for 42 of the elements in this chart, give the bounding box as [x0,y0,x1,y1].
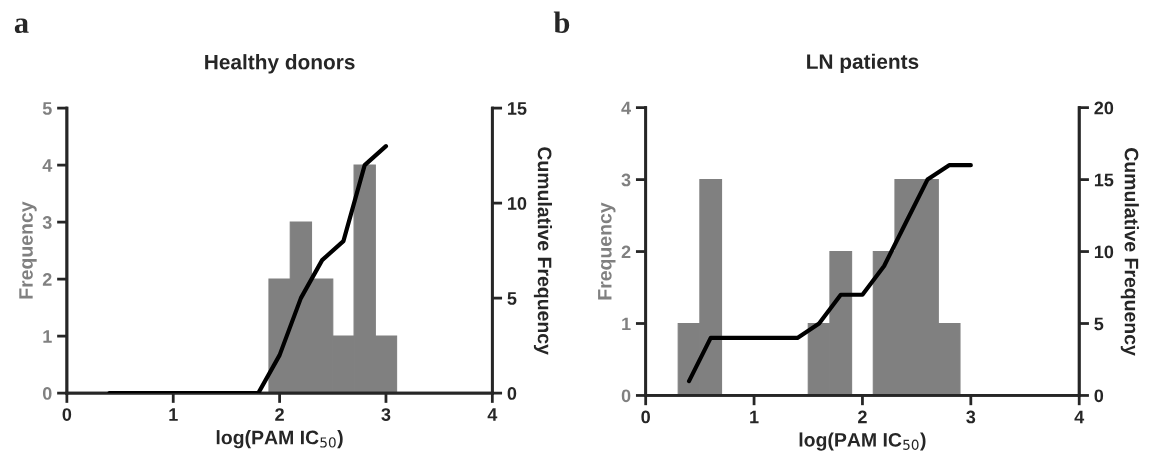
line-series [686,163,973,384]
y2-tick-label: 0 [507,387,517,400]
y-axis-title: Frequency [598,202,616,300]
y2-tick-label: 5 [1094,317,1104,331]
y-tick-label: 1 [622,317,631,331]
y-tick-label: 0 [42,387,52,400]
y2-tick-label: 0 [1094,389,1104,403]
y-tick-label: 1 [43,330,52,343]
x-tick-label: 2 [275,408,284,421]
y-tick-label: 4 [42,159,53,172]
y-tick-label: 3 [42,216,52,229]
y-tick-label: 0 [621,389,631,403]
x-tick-label: 4 [1074,410,1085,424]
y2-tick-label: 5 [507,292,517,305]
x-tick-label: 2 [858,410,867,424]
x-axis-title: log(PAM IC$_{50}$) [216,430,343,449]
y2-tick-label: 15 [508,102,527,115]
line-series [107,144,389,394]
x-tick-label: 0 [62,408,72,421]
x-tick-label: 3 [966,410,976,424]
x-tick-label: 0 [641,410,650,424]
y2-tick-label: 10 [1094,245,1114,259]
y2-tick-label: 15 [1094,173,1114,187]
chart-title: Healthy donors [205,54,355,74]
chart-title: LN patients [807,53,919,74]
y-tick-label: 3 [621,173,631,187]
x-tick-label: 1 [169,408,178,421]
x-tick-label: 4 [487,408,498,421]
text: b [553,11,570,34]
y2-tick-label: 20 [1094,101,1114,115]
x-axis-title: log(PAM IC$_{50}$) [799,432,926,451]
y2-axis-title: Cumulative Frequency [1120,148,1139,356]
y2-axis-title: Cumulative Frequency [533,147,552,355]
y-tick-label: 2 [42,273,52,286]
y-axis-title: Frequency [19,201,37,299]
y-tick-label: 2 [621,245,631,259]
y2-tick-label: 10 [508,197,527,210]
x-tick-label: 1 [750,410,759,424]
y-tick-label: 4 [621,101,631,115]
y-tick-label: 5 [42,102,52,115]
x-tick-label: 3 [381,408,391,421]
text: a [14,18,29,34]
